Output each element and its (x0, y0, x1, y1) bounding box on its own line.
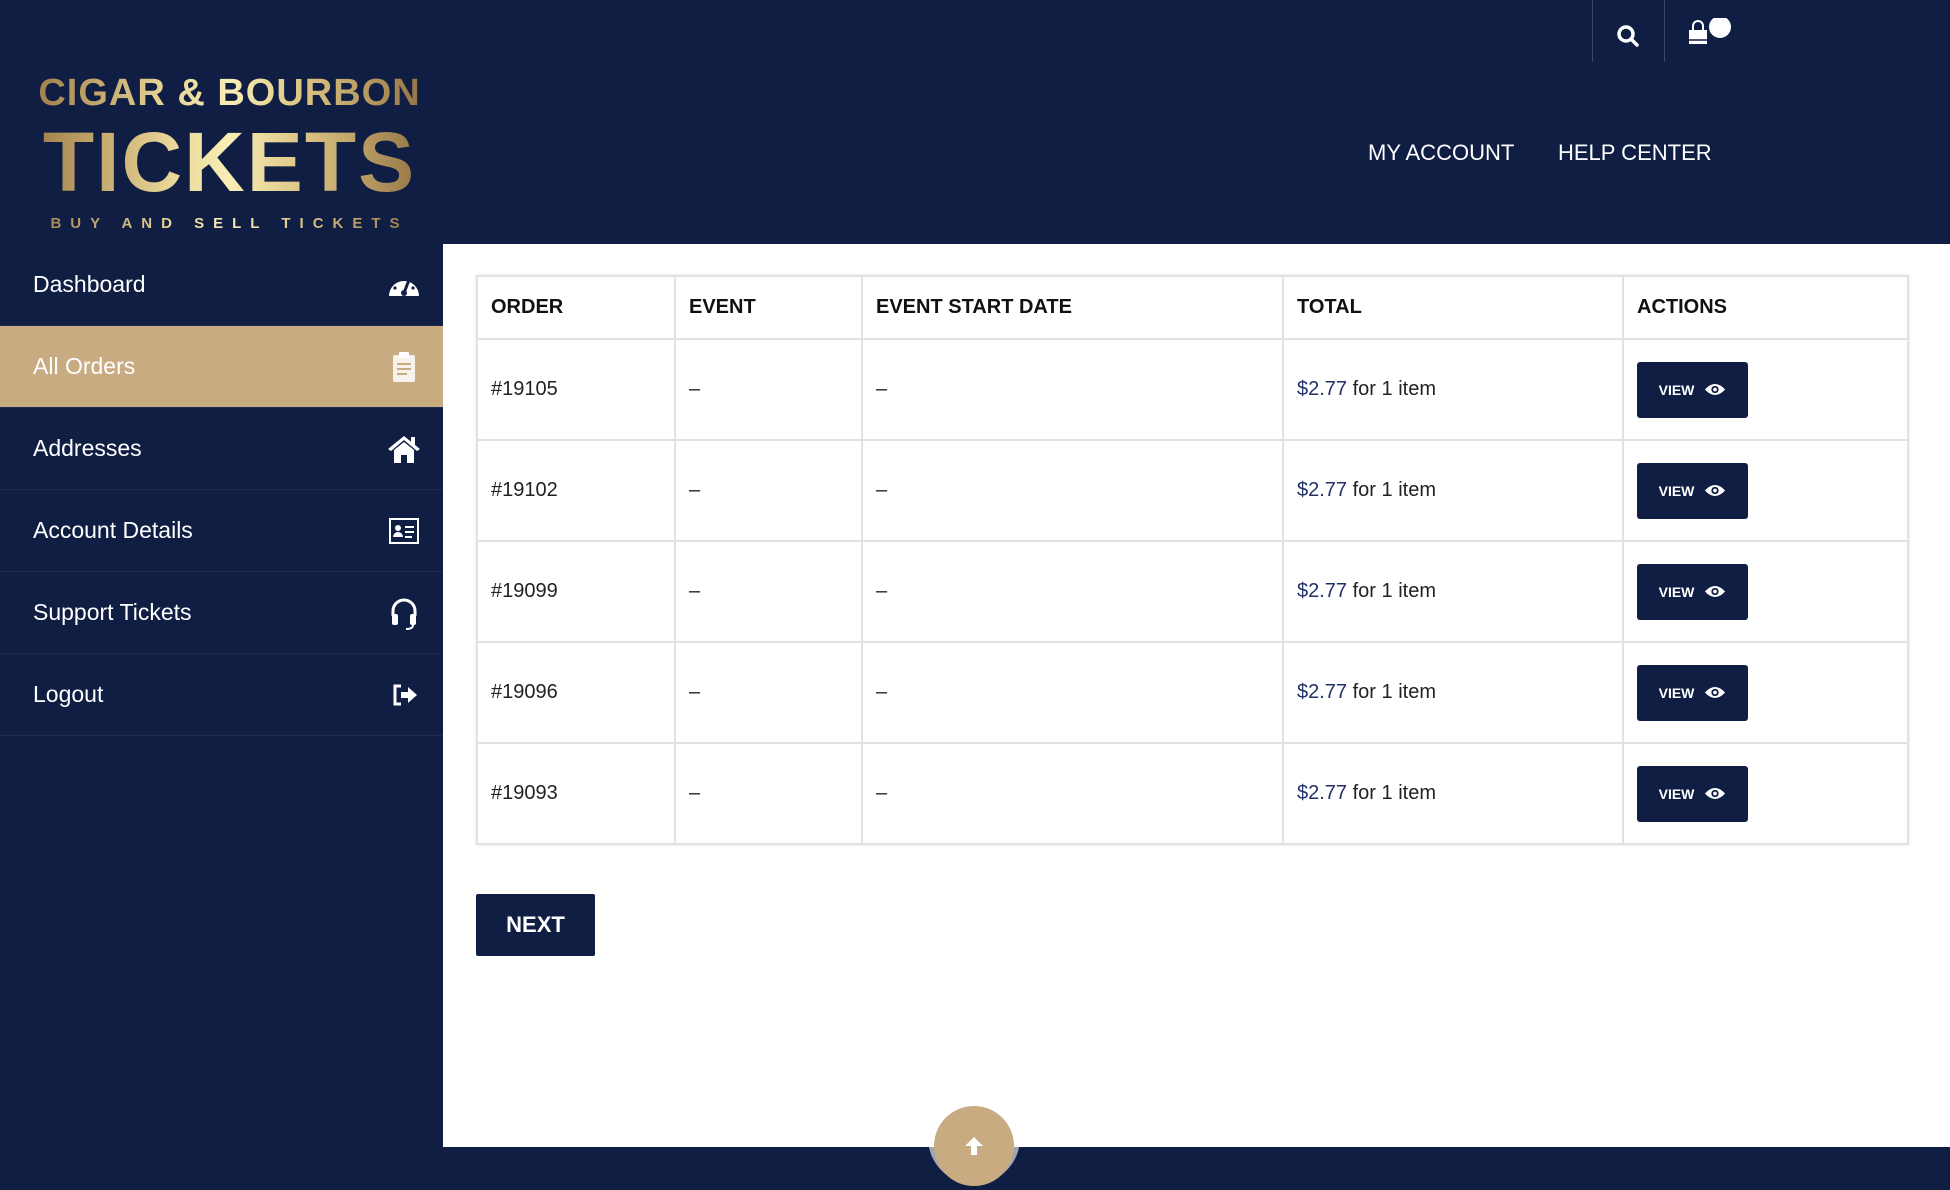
shopping-bag-icon[interactable] (1686, 16, 1736, 54)
order-event-start-date: – (861, 641, 1284, 744)
eye-icon (1705, 788, 1726, 799)
order-number[interactable]: #19093 (476, 742, 676, 845)
table-row: #19093 – – $2.77 for 1 item VIEW (476, 742, 1909, 845)
order-event-start-date: – (861, 540, 1284, 643)
header-divider (1592, 0, 1593, 62)
sign-out-icon (393, 684, 417, 705)
order-event: – (674, 439, 863, 542)
order-quantity: for 1 item (1347, 782, 1436, 804)
order-actions: VIEW (1622, 439, 1909, 542)
id-card-icon (389, 517, 419, 544)
sidebar-item-addresses[interactable]: Addresses (0, 408, 443, 490)
table-row: #19105 – – $2.77 for 1 item VIEW (476, 338, 1909, 441)
view-order-button[interactable]: VIEW (1637, 361, 1748, 418)
order-quantity: for 1 item (1347, 681, 1436, 703)
table-header-row: ORDER EVENT EVENT START DATE TOTAL ACTIO… (476, 275, 1909, 340)
table-row: #19102 – – $2.77 for 1 item VIEW (476, 439, 1909, 542)
arrow-up-icon (965, 1137, 983, 1155)
order-event: – (674, 641, 863, 744)
clipboard-icon (393, 351, 415, 382)
column-header-event-start-date: EVENT START DATE (861, 275, 1284, 340)
order-price: $2.77 (1297, 378, 1348, 400)
order-quantity: for 1 item (1347, 479, 1436, 501)
headset-icon (391, 598, 417, 630)
dashboard-gauge-icon (389, 277, 419, 296)
view-order-button[interactable]: VIEW (1637, 664, 1748, 721)
order-actions: VIEW (1622, 641, 1909, 744)
home-icon (388, 435, 420, 463)
orders-table: ORDER EVENT EVENT START DATE TOTAL ACTIO… (476, 275, 1909, 845)
view-order-button[interactable]: VIEW (1637, 462, 1748, 519)
order-total: $2.77 for 1 item (1282, 439, 1624, 542)
logo-tagline: BUY AND SELL TICKETS (27, 212, 432, 236)
order-total: $2.77 for 1 item (1282, 742, 1624, 845)
order-price: $2.77 (1297, 580, 1348, 602)
sidebar-item-dashboard[interactable]: Dashboard (0, 244, 443, 326)
nav-help-center[interactable]: HELP CENTER (1558, 140, 1712, 165)
order-price: $2.77 (1297, 479, 1348, 501)
account-sidebar: Dashboard All Orders Addresses Account D… (0, 244, 443, 736)
logo-line-1: CIGAR & BOURBON (27, 70, 432, 116)
order-actions: VIEW (1622, 540, 1909, 643)
order-actions: VIEW (1622, 742, 1909, 845)
column-header-total: TOTAL (1282, 275, 1624, 340)
sidebar-item-support-tickets[interactable]: Support Tickets (0, 572, 443, 654)
order-total: $2.77 for 1 item (1282, 540, 1624, 643)
sidebar-item-account-details[interactable]: Account Details (0, 490, 443, 572)
logo-line-2: TICKETS (27, 116, 432, 208)
next-page-button[interactable]: NEXT (476, 894, 595, 956)
order-quantity: for 1 item (1347, 580, 1436, 602)
eye-icon (1705, 586, 1726, 597)
order-event-start-date: – (861, 742, 1284, 845)
order-total: $2.77 for 1 item (1282, 641, 1624, 744)
order-event-start-date: – (861, 439, 1284, 542)
main-content: ORDER EVENT EVENT START DATE TOTAL ACTIO… (443, 244, 1950, 1147)
eye-icon (1705, 384, 1726, 395)
sidebar-item-all-orders[interactable]: All Orders (0, 326, 443, 408)
table-row: #19099 – – $2.77 for 1 item VIEW (476, 540, 1909, 643)
order-quantity: for 1 item (1347, 378, 1436, 400)
eye-icon (1705, 485, 1726, 496)
order-number[interactable]: #19096 (476, 641, 676, 744)
order-number[interactable]: #19099 (476, 540, 676, 643)
site-logo[interactable]: CIGAR & BOURBON TICKETS BUY AND SELL TIC… (27, 70, 432, 236)
order-event: – (674, 540, 863, 643)
site-header: CIGAR & BOURBON TICKETS BUY AND SELL TIC… (0, 0, 1950, 244)
column-header-order: ORDER (476, 275, 676, 340)
header-divider (1664, 0, 1665, 62)
column-header-actions: ACTIONS (1622, 275, 1909, 340)
sidebar-item-logout[interactable]: Logout (0, 654, 443, 736)
view-order-button[interactable]: VIEW (1637, 563, 1748, 620)
eye-icon (1705, 687, 1726, 698)
scroll-to-top-button[interactable] (934, 1106, 1014, 1186)
order-number[interactable]: #19102 (476, 439, 676, 542)
order-event-start-date: – (861, 338, 1284, 441)
order-price: $2.77 (1297, 782, 1348, 804)
table-row: #19096 – – $2.77 for 1 item VIEW (476, 641, 1909, 744)
search-icon[interactable] (1610, 18, 1646, 54)
order-number[interactable]: #19105 (476, 338, 676, 441)
order-event: – (674, 338, 863, 441)
view-order-button[interactable]: VIEW (1637, 765, 1748, 822)
order-event: – (674, 742, 863, 845)
order-total: $2.77 for 1 item (1282, 338, 1624, 441)
order-price: $2.77 (1297, 681, 1348, 703)
order-actions: VIEW (1622, 338, 1909, 441)
column-header-event: EVENT (674, 275, 863, 340)
nav-my-account[interactable]: MY ACCOUNT (1368, 140, 1515, 165)
